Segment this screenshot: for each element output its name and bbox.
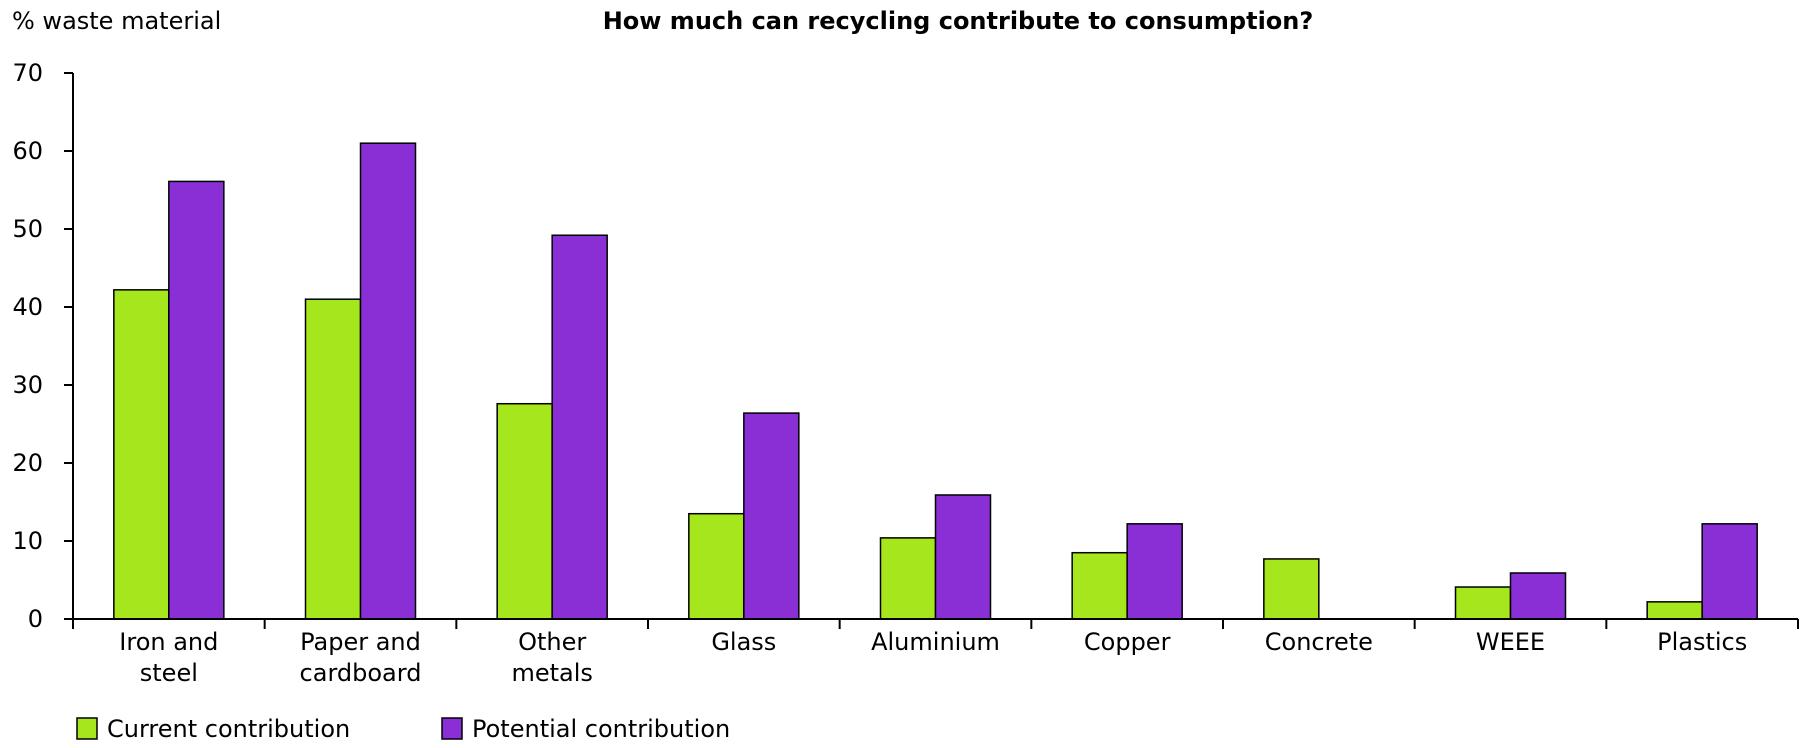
bar-current bbox=[1263, 558, 1320, 620]
bar-potential bbox=[551, 234, 608, 620]
legend: Current contribution Potential contributi… bbox=[76, 715, 730, 743]
x-tick-label: steel bbox=[140, 659, 198, 687]
legend-label: Potential contribution bbox=[472, 715, 730, 743]
x-tick-label: cardboard bbox=[300, 659, 422, 687]
x-tick-label: Concrete bbox=[1265, 628, 1373, 656]
bar-potential bbox=[934, 494, 992, 620]
legend-swatch bbox=[441, 717, 463, 740]
x-axis: Iron and steel Paper and cardboard Other meta… bbox=[72, 619, 1799, 687]
bar-current bbox=[304, 298, 362, 620]
x-tick-label: Glass bbox=[711, 628, 776, 656]
y-axis: 0 10 20 30 40 50 60 70 bbox=[12, 59, 73, 633]
y-tick-label: 30 bbox=[12, 371, 43, 399]
y-tick-label: 70 bbox=[12, 59, 43, 87]
x-tick-label: WEEE bbox=[1476, 628, 1545, 656]
bar-potential bbox=[1701, 523, 1758, 620]
x-tick-label: Paper and bbox=[300, 628, 421, 656]
legend-swatch bbox=[76, 717, 98, 740]
y-tick-label: 50 bbox=[12, 215, 43, 243]
y-tick-label: 0 bbox=[28, 605, 43, 633]
axes bbox=[72, 73, 1798, 620]
bar-current bbox=[879, 537, 937, 620]
bar-current bbox=[113, 289, 170, 620]
x-tick-label: Iron and bbox=[119, 628, 218, 656]
x-tick-label: Copper bbox=[1084, 628, 1171, 656]
bar-potential bbox=[359, 142, 417, 620]
y-axis-label: % waste material bbox=[12, 7, 221, 35]
x-tick-label: Other bbox=[518, 628, 586, 656]
bar-potential bbox=[1509, 572, 1567, 620]
bar-potential bbox=[1126, 523, 1183, 620]
chart-title: How much can recycling contribute to con… bbox=[603, 7, 1314, 35]
bar-current bbox=[688, 512, 745, 620]
bar-current bbox=[496, 402, 553, 620]
bar-current bbox=[1454, 586, 1512, 620]
legend-label: Current contribution bbox=[107, 715, 350, 743]
bar-current bbox=[1646, 601, 1703, 620]
bar-potential bbox=[743, 412, 800, 620]
bars bbox=[113, 142, 1758, 620]
bar-potential bbox=[168, 180, 225, 620]
x-tick-label: Plastics bbox=[1657, 628, 1747, 656]
bar-current bbox=[1071, 551, 1128, 620]
y-tick-label: 60 bbox=[12, 137, 43, 165]
y-tick-label: 20 bbox=[12, 449, 43, 477]
x-tick-label: Aluminium bbox=[871, 628, 1000, 656]
y-tick-label: 40 bbox=[12, 293, 43, 321]
y-tick-label: 10 bbox=[12, 527, 43, 555]
x-tick-label: metals bbox=[511, 659, 592, 687]
